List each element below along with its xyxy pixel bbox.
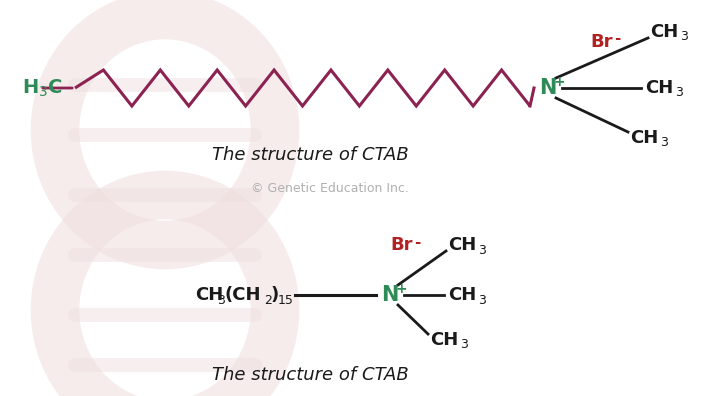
Text: 3: 3	[660, 137, 668, 150]
Text: CH: CH	[448, 236, 476, 254]
Text: CH: CH	[630, 129, 659, 147]
Text: N: N	[381, 285, 399, 305]
Text: © Genetic Education Inc.: © Genetic Education Inc.	[251, 181, 409, 194]
Text: ): )	[270, 286, 278, 304]
Text: Br: Br	[590, 33, 613, 51]
Text: (CH: (CH	[224, 286, 260, 304]
Text: CH: CH	[650, 23, 678, 41]
Text: 3: 3	[675, 86, 683, 99]
Text: Br: Br	[390, 236, 413, 254]
Text: +: +	[395, 282, 407, 296]
Text: 2: 2	[264, 293, 272, 307]
Text: 3: 3	[478, 244, 486, 257]
Text: H$_3$C: H$_3$C	[22, 77, 63, 99]
Text: 3: 3	[680, 30, 688, 44]
Text: CH: CH	[448, 286, 476, 304]
Text: The structure of CTAB: The structure of CTAB	[211, 366, 408, 384]
Text: The structure of CTAB: The structure of CTAB	[211, 146, 408, 164]
Text: CH: CH	[430, 331, 458, 349]
Text: 15: 15	[278, 293, 294, 307]
Text: 3: 3	[460, 339, 468, 352]
Text: -: -	[414, 234, 420, 249]
Text: CH: CH	[195, 286, 224, 304]
Text: N: N	[539, 78, 557, 98]
Text: -: -	[614, 32, 620, 46]
Text: 3: 3	[478, 293, 486, 307]
Text: CH: CH	[645, 79, 673, 97]
Text: 3: 3	[217, 293, 225, 307]
Text: +: +	[553, 75, 565, 89]
